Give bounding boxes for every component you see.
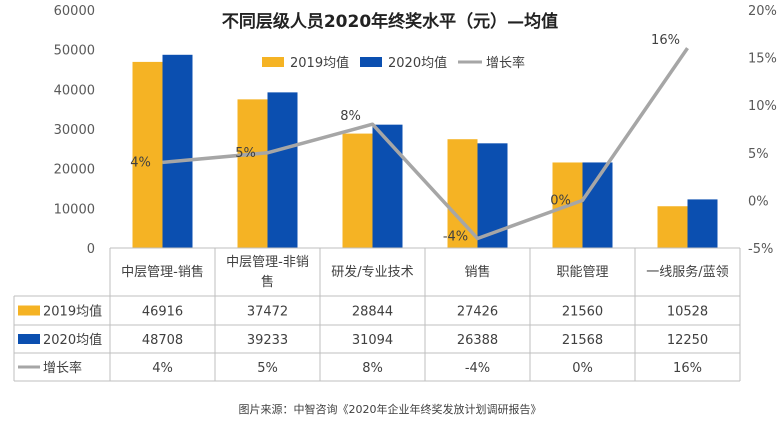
growth-data-label: 0% (550, 193, 571, 208)
right-tick-label: 15% (748, 52, 777, 67)
table-cell-value: 8% (362, 361, 383, 376)
right-tick-label: 20% (748, 4, 777, 19)
growth-line: 4% 5% 8% -4% 0% 16% (130, 33, 689, 244)
legend: 2019均值 2020均值 增长率 (262, 55, 525, 71)
bar-2020 (582, 162, 613, 248)
bar-2019 (447, 139, 478, 248)
table-cell-value: 46916 (142, 305, 183, 320)
category-label: 研发/专业技术 (331, 264, 413, 280)
category-label: 销售 (464, 264, 490, 280)
left-tick-label: 50000 (54, 44, 95, 59)
category-label: 中层管理-非销 (226, 255, 309, 270)
table-cell-value: 26388 (457, 333, 498, 348)
right-axis: -5% 0% 5% 10% 15% 20% (748, 4, 777, 257)
bar-2019 (657, 206, 688, 248)
table-cell-value: 16% (673, 361, 702, 376)
left-tick-label: 30000 (54, 123, 95, 138)
bar-2020 (267, 92, 298, 248)
table-cell-value: 10528 (667, 305, 708, 320)
row-key-swatch (18, 305, 40, 316)
right-tick-label: 0% (748, 194, 769, 209)
table-cell-value: 39233 (247, 333, 288, 348)
bar-2020 (162, 54, 193, 249)
right-tick-label: 5% (748, 147, 769, 162)
row-series-label: 2020均值 (43, 332, 102, 348)
table-cell-value: 5% (257, 361, 278, 376)
left-tick-label: 40000 (54, 83, 95, 98)
legend-label: 2019均值 (290, 55, 349, 71)
category-label: 售 (261, 274, 274, 290)
source-note: 图片来源：中智咨询《2020年企业年终奖发放计划调研报告》 (239, 402, 542, 416)
bar-2019 (132, 61, 163, 248)
table-cell-value: 48708 (142, 333, 183, 348)
growth-data-label: 16% (651, 33, 680, 48)
row-key-swatch (18, 334, 40, 344)
table-cell-value: 12250 (667, 333, 708, 348)
left-tick-label: 0 (87, 242, 95, 257)
growth-data-label: -4% (443, 229, 468, 244)
growth-data-label: 8% (340, 109, 361, 124)
table-cell-value: 27426 (457, 305, 498, 320)
table-cell-value: 21568 (562, 333, 603, 348)
row-series-label: 2019均值 (43, 304, 102, 320)
data-table: 中层管理-销售 中层管理-非销售 研发/专业技术 销售 职能管理 一线服务/蓝领 2019均… (13, 247, 741, 382)
category-label: 一线服务/蓝领 (646, 264, 728, 280)
bar-2019 (342, 133, 373, 248)
table-cell-value: 31094 (352, 333, 393, 348)
legend-label: 增长率 (486, 55, 525, 71)
growth-data-label: 5% (235, 146, 256, 161)
bar-2019 (237, 99, 268, 248)
row-series-label: 增长率 (43, 360, 82, 376)
table-cell-value: 4% (152, 361, 173, 376)
category-label: 职能管理 (556, 265, 608, 280)
legend-swatch (262, 57, 284, 67)
table-cell-value: -4% (465, 361, 490, 376)
left-tick-label: 20000 (54, 163, 95, 178)
legend-label: 2020均值 (388, 55, 447, 71)
table-cell-value: 0% (572, 361, 593, 376)
table-cell-value: 28844 (352, 305, 393, 320)
bar-2020 (372, 124, 403, 248)
growth-data-label: 4% (130, 155, 151, 170)
table-cell-value: 21560 (562, 305, 603, 320)
chart-title: 不同层级人员2020年终奖水平（元）—均值 (222, 11, 558, 32)
category-label: 中层管理-销售 (121, 264, 204, 280)
right-tick-label: -5% (748, 242, 773, 257)
bars (132, 54, 718, 249)
bar-2020 (687, 199, 718, 248)
left-axis: 0 10000 20000 30000 40000 50000 60000 (54, 4, 95, 257)
growth-line-path (162, 47, 689, 241)
left-tick-label: 60000 (54, 4, 95, 19)
left-tick-label: 10000 (54, 202, 95, 217)
right-tick-label: 10% (748, 99, 777, 114)
legend-swatch (360, 57, 382, 67)
table-cell-value: 37472 (247, 305, 288, 320)
